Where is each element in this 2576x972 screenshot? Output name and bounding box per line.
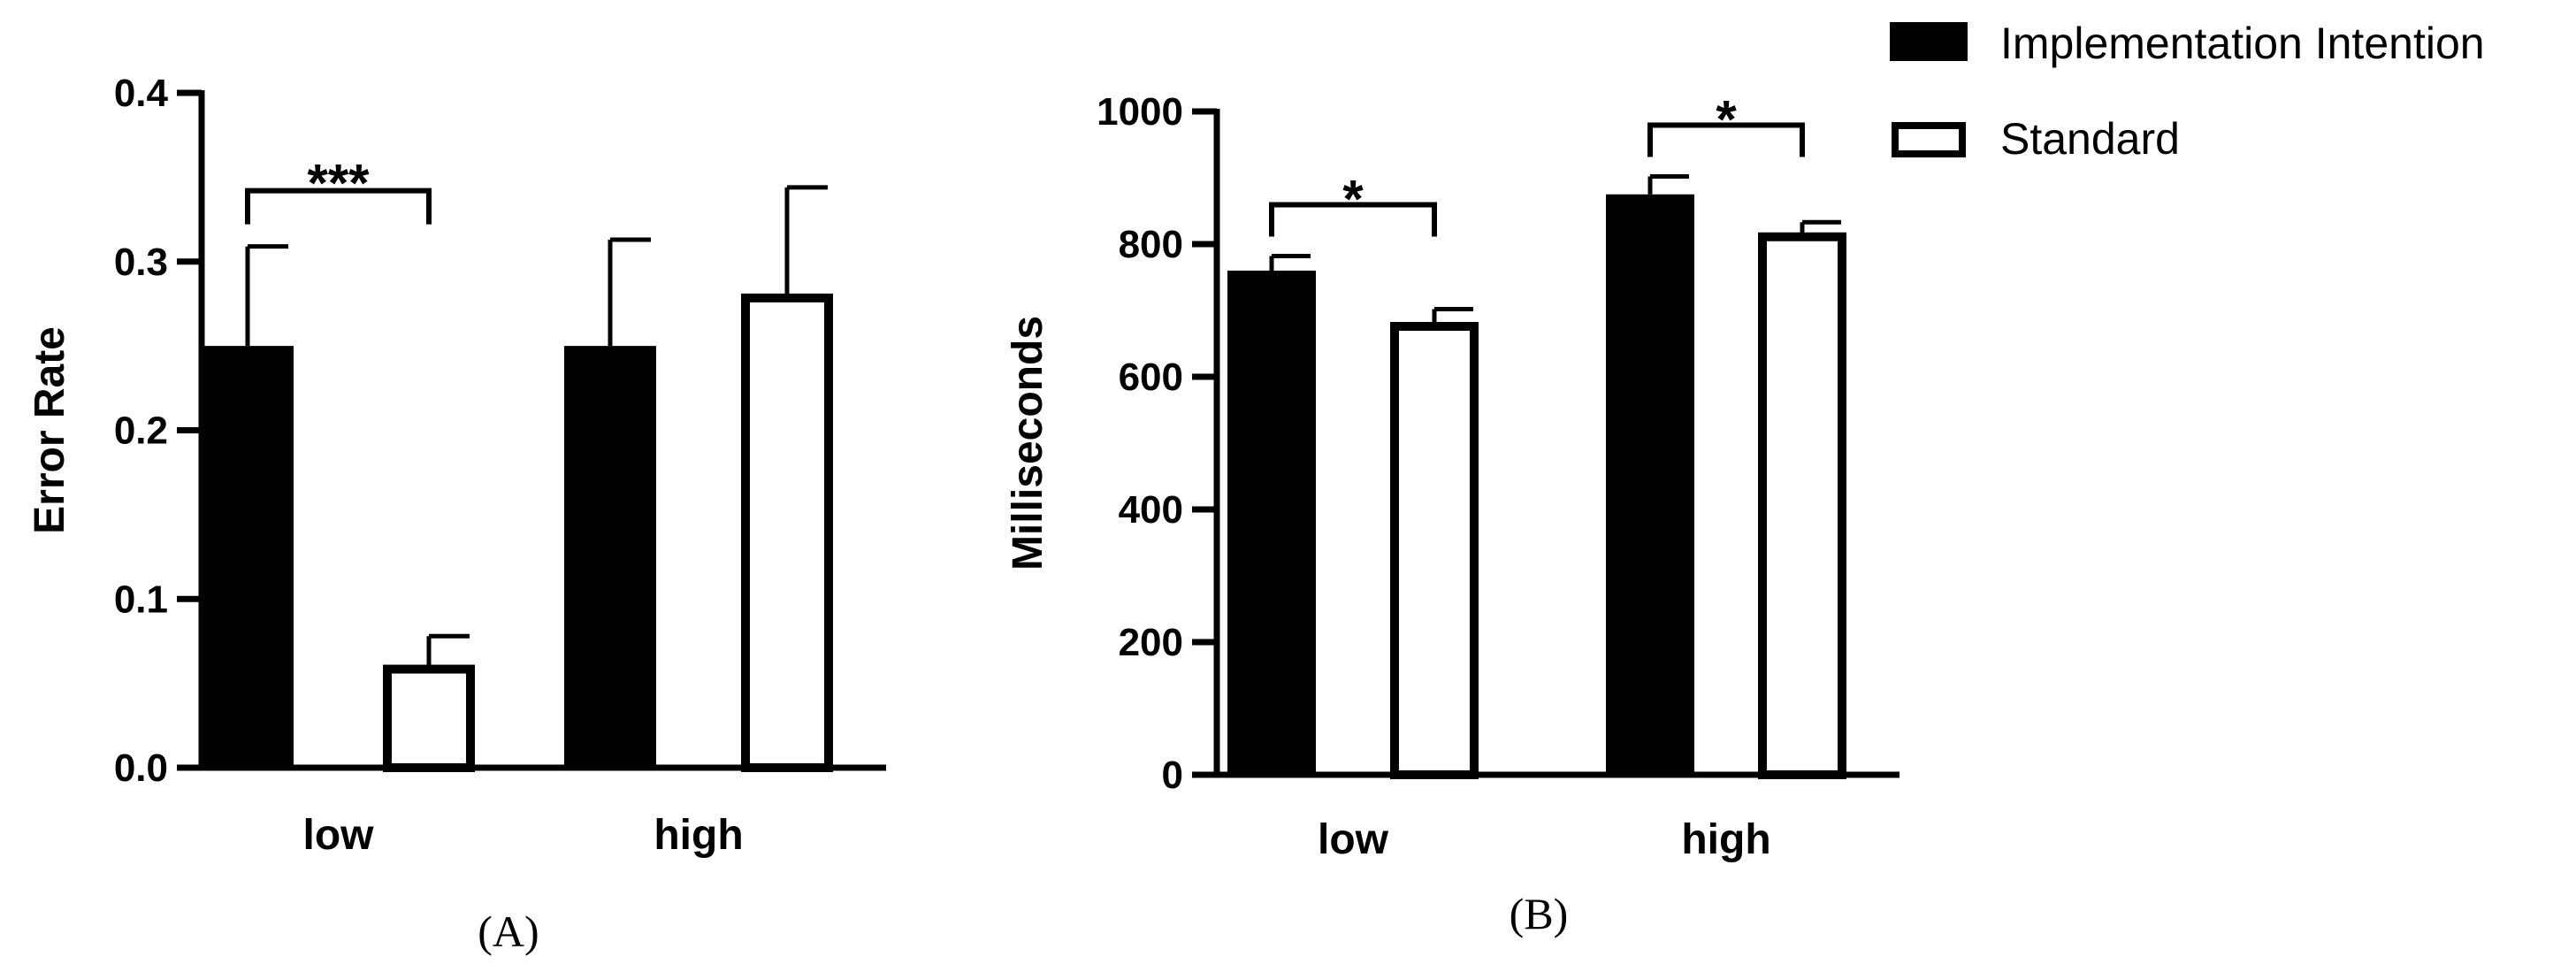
bar-standard-high <box>1758 232 1846 779</box>
significance-label-low: *** <box>307 154 370 213</box>
significance-bracket-high <box>1647 122 1805 157</box>
bar-standard-low <box>383 664 475 772</box>
y-tick-label: 800 <box>1119 223 1183 266</box>
y-tick-label: 200 <box>1119 621 1183 664</box>
bar-implementation-intention-high <box>564 346 656 768</box>
legend-label-implementation-intention: Implementation Intention <box>2000 19 2485 68</box>
bar-standard-low <box>1390 322 1479 779</box>
bar-implementation-intention-high <box>1606 194 1694 775</box>
x-tick-label-low: low <box>303 812 375 859</box>
bar-implementation-intention-low <box>202 346 294 768</box>
panel-a-error-rate-chart: 0.0 0.1 0.2 0.3 0.4 Error Rate low high *** (A) <box>27 72 886 956</box>
y-tick-label: 0.1 <box>114 578 168 621</box>
legend-label-standard: Standard <box>2000 114 2180 164</box>
y-tick-label: 0.2 <box>114 409 168 453</box>
y-axis-title: Milliseconds <box>1005 316 1051 570</box>
legend-swatch-standard <box>1892 122 1966 157</box>
significance-bracket-low <box>1269 202 1437 237</box>
y-tick-label: 0.4 <box>114 72 169 115</box>
y-tick-label: 0.0 <box>114 746 168 790</box>
y-tick-label: 1000 <box>1097 90 1183 134</box>
y-tick-label: 400 <box>1119 488 1183 532</box>
y-tick-label: 600 <box>1119 356 1183 399</box>
panel-label: (B) <box>1510 889 1569 938</box>
x-tick-label-high: high <box>1681 816 1770 863</box>
bar-standard-high <box>741 293 833 772</box>
panel-label: (A) <box>478 907 539 956</box>
y-tick-label: 0 <box>1162 754 1183 797</box>
bar-implementation-intention-low <box>1227 271 1316 775</box>
legend: Implementation Intention Standard <box>1890 19 2485 164</box>
legend-swatch-implementation-intention <box>1890 22 1968 61</box>
significance-label-low: * <box>1342 170 1364 229</box>
significance-label-high: * <box>1716 90 1737 149</box>
y-axis-title: Error Rate <box>27 326 73 534</box>
x-tick-label-high: high <box>654 812 743 859</box>
panel-b-milliseconds-chart: 0 200 400 600 800 1000 Milliseconds low high * * (B… <box>1005 90 1900 938</box>
x-tick-label-low: low <box>1318 816 1389 863</box>
y-tick-label: 0.3 <box>114 241 168 284</box>
significance-bracket-low <box>245 188 432 225</box>
